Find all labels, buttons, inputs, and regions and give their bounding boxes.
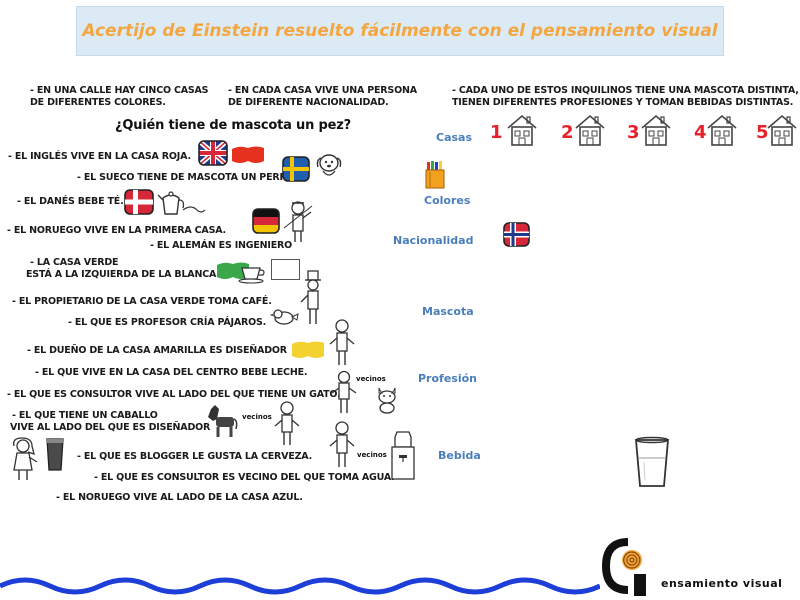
bird-icon	[270, 309, 299, 325]
clue-10: - El que vive en la casa del centro bebe…	[35, 367, 308, 378]
neighbors-label: vecinos	[356, 375, 386, 383]
house-icon	[641, 114, 671, 146]
decorative-wave	[0, 577, 600, 595]
clue-14: - El que es consultor es vecino del que …	[94, 472, 395, 483]
intro-tenants-line2: tienen diferentes profesiones y toman be…	[452, 97, 794, 108]
person-icon	[283, 201, 313, 242]
sweden-flag-icon	[282, 156, 310, 182]
intro-houses-line2: de diferentes colores.	[30, 97, 166, 108]
neighbors-label: vecinos	[242, 413, 272, 421]
cat-icon	[378, 387, 396, 414]
clue-2: - El sueco tiene de mascota un perro.	[77, 172, 298, 183]
intro-people-line1: - En cada casa vive una persona	[228, 85, 417, 96]
category-bebida: Bebida	[438, 449, 481, 462]
clue-8: - El que es profesor cría pájaros.	[68, 317, 267, 328]
germany-flag-icon	[252, 208, 280, 234]
house-number-4: 4	[694, 122, 707, 143]
clue-5: - El alemán es ingeniero	[150, 240, 293, 251]
title-banner: Acertijo de Einstein resuelto fácilmente…	[76, 6, 724, 56]
house-number-5: 5	[756, 122, 769, 143]
intro-tenants: - Cada uno de estos inquilinos tiene una…	[452, 85, 799, 109]
clue-6a: - La casa verde	[30, 257, 119, 268]
category-mascota: Mascota	[422, 305, 474, 318]
clue-3: - El danés bebe té.	[17, 196, 124, 207]
clue-1: - El inglés vive en la casa roja.	[8, 151, 191, 162]
dog-icon	[316, 154, 342, 176]
person-icon	[331, 370, 357, 413]
intro-people: - En cada casa vive una persona de difer…	[228, 85, 417, 109]
person-icon	[274, 401, 300, 445]
brand-name: ensamiento visual	[661, 577, 783, 590]
denmark-flag-icon	[124, 189, 154, 215]
yellow-color-swatch	[292, 341, 324, 358]
norway-flag-icon	[503, 222, 530, 247]
milk-glass-icon	[635, 436, 669, 487]
person-icon	[300, 270, 321, 324]
green-color-swatch	[217, 262, 249, 279]
house-number-2: 2	[561, 122, 574, 143]
clue-6b: está a la izquierda de la blanca.	[26, 269, 220, 280]
house-number-1: 1	[490, 122, 503, 143]
union-jack-flag-icon	[198, 140, 228, 166]
house-number-3: 3	[627, 122, 640, 143]
house-icon	[507, 114, 537, 146]
beer-glass-icon	[46, 438, 64, 471]
category-profesion: Profesión	[418, 372, 477, 385]
neighbors-label: vecinos	[357, 451, 387, 459]
horse-icon	[208, 405, 238, 437]
clue-4: - El noruego vive en la primera casa.	[7, 225, 226, 236]
intro-tenants-line1: - Cada uno de estos inquilinos tiene una…	[452, 85, 799, 96]
clue-12a: - El que tiene un caballo	[12, 410, 158, 421]
clue-12b: vive al lado del que es diseñador	[10, 422, 211, 433]
category-nacionalidad: Nacionalidad	[393, 234, 474, 247]
clue-7: - El propietario de la casa verde toma c…	[12, 296, 272, 307]
logo-icon	[601, 538, 646, 596]
category-colores: Colores	[424, 194, 471, 207]
intro-houses: - En una calle hay cinco casas de difere…	[30, 85, 209, 109]
clue-9: - El dueño de la casa amarilla es diseña…	[27, 345, 287, 356]
cup-icon	[238, 267, 265, 284]
clue-15: - El noruego vive al lado de la casa azu…	[56, 492, 303, 503]
water-dispenser-icon	[391, 431, 415, 480]
teapot-icon	[157, 191, 206, 215]
white-color-swatch	[271, 259, 300, 280]
clue-11: - El que es consultor vive al lado del q…	[7, 389, 341, 400]
person-icon	[13, 437, 38, 480]
category-casas: Casas	[436, 131, 473, 144]
red-color-swatch	[232, 146, 264, 163]
person-icon	[329, 319, 355, 365]
person-icon	[329, 421, 355, 467]
page-title: Acertijo de Einstein resuelto fácilmente…	[82, 21, 718, 41]
house-icon	[767, 114, 797, 146]
intro-houses-line1: - En una calle hay cinco casas	[30, 85, 209, 96]
house-icon	[707, 114, 737, 146]
crayons-icon	[425, 161, 445, 189]
clue-13: - El que es blogger le gusta la cerveza.	[77, 451, 313, 462]
intro-people-line2: de diferente nacionalidad.	[228, 97, 389, 108]
house-icon	[575, 114, 605, 146]
question: ¿Quién tiene de mascota un pez?	[115, 118, 351, 133]
